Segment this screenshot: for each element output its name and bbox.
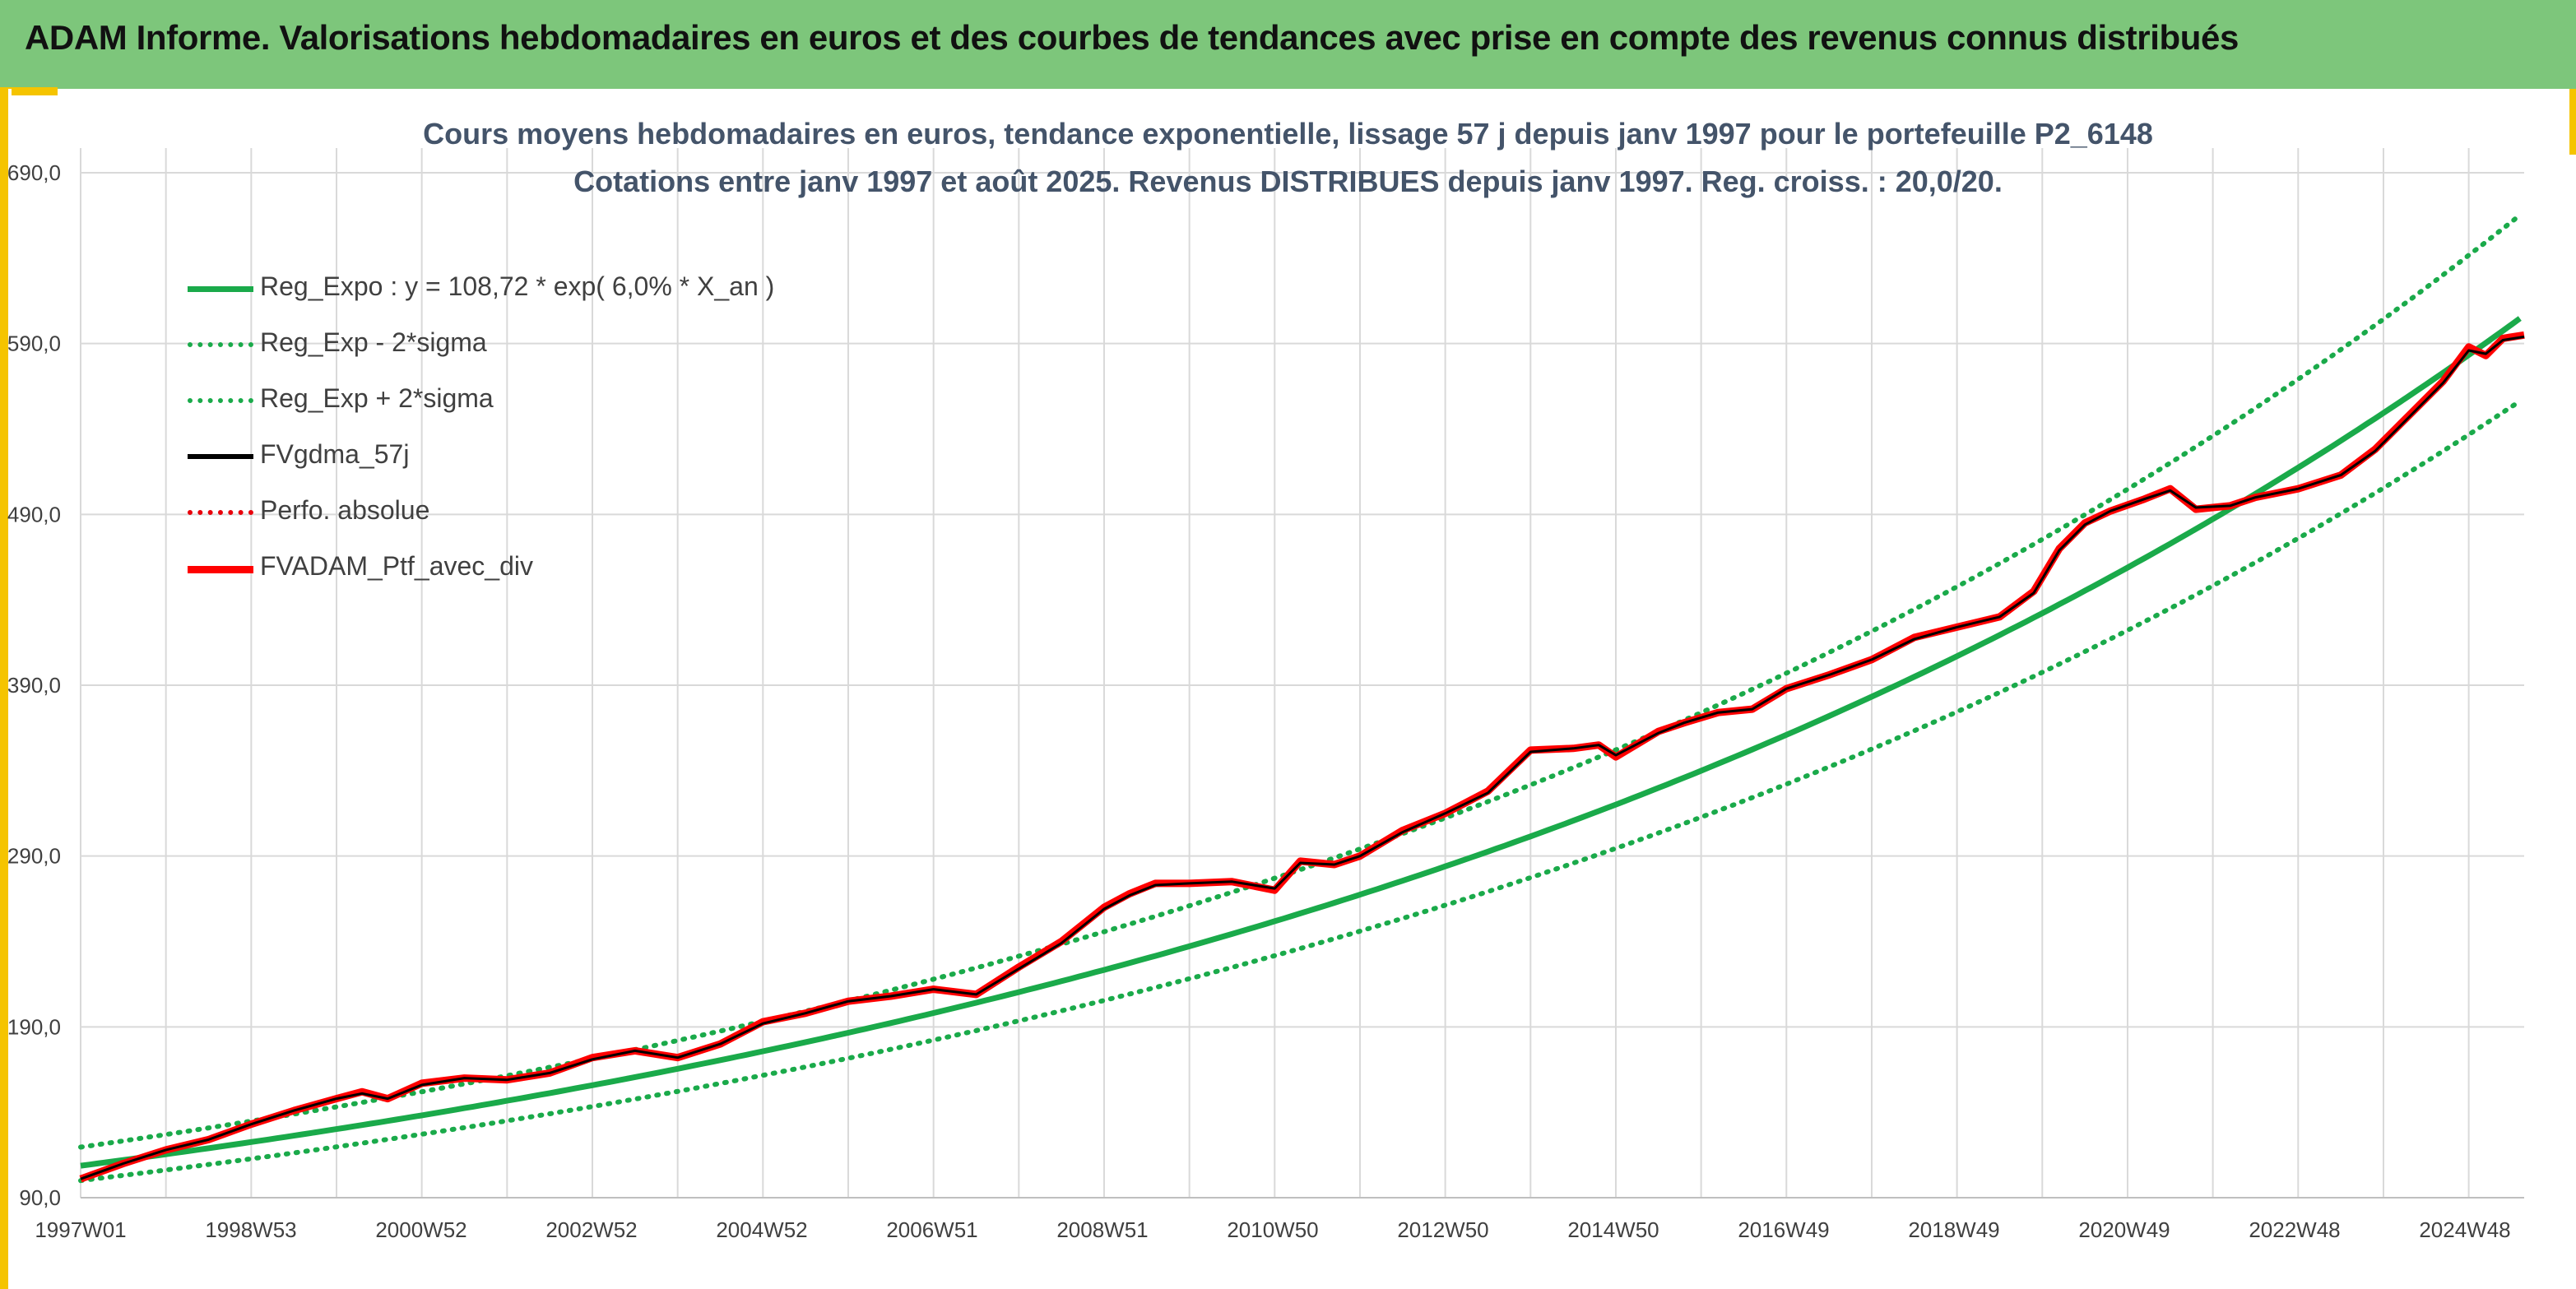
x-tick-label: 2000W52 bbox=[375, 1217, 466, 1242]
legend-label-reg-expo: Reg_Expo : y = 108,72 * exp( 6,0% * X_an… bbox=[260, 271, 775, 301]
y-tick-label: 590,0 bbox=[7, 332, 61, 356]
legend-swatch-perfo bbox=[188, 510, 253, 515]
series-lines bbox=[78, 212, 2525, 1184]
legend-item-ptf: FVADAM_Ptf_avec_div bbox=[188, 551, 928, 584]
x-tick-label: 2024W48 bbox=[2419, 1217, 2510, 1242]
legend-swatch-reg-exp-minus bbox=[188, 342, 253, 347]
x-tick-label: 1998W53 bbox=[205, 1217, 296, 1242]
series-reg-expo bbox=[80, 316, 2522, 1169]
y-tick-label: 190,0 bbox=[7, 1014, 61, 1039]
x-tick-label: 1997W01 bbox=[35, 1217, 126, 1242]
x-tick-label: 2006W51 bbox=[886, 1217, 977, 1242]
legend-label-ptf: FVADAM_Ptf_avec_div bbox=[260, 551, 533, 581]
axis-tick-labels: 90,0 190,0 290,0 390,0 490,0 590,0 690,0 1997W0… bbox=[7, 160, 2511, 1242]
header-banner bbox=[0, 0, 2576, 89]
legend-item-reg-expo: Reg_Expo : y = 108,72 * exp( 6,0% * X_an… bbox=[188, 271, 928, 304]
legend-swatch-reg-exp-plus bbox=[188, 398, 253, 403]
frame-accent-top bbox=[0, 87, 58, 95]
legend-swatch-reg-expo bbox=[188, 286, 253, 292]
series-reg-exp-minus-2sigma bbox=[78, 398, 2523, 1184]
legend-swatch-ptf bbox=[188, 566, 253, 573]
frame-accent-left bbox=[0, 89, 12, 1289]
legend-item-perfo: Perfo. absolue bbox=[188, 495, 928, 528]
chart-subtitle: Cotations entre janv 1997 et août 2025. … bbox=[573, 165, 2003, 198]
y-tick-label: 490,0 bbox=[7, 502, 61, 526]
x-tick-label: 2022W48 bbox=[2249, 1217, 2340, 1242]
frame-accent-right bbox=[2569, 89, 2576, 155]
x-tick-label: 2012W50 bbox=[1397, 1217, 1488, 1242]
y-tick-label: 90,0 bbox=[19, 1185, 61, 1210]
x-tick-label: 2008W51 bbox=[1056, 1217, 1148, 1242]
legend-item-reg-exp-plus: Reg_Exp + 2*sigma bbox=[188, 383, 928, 416]
legend-item-fvgdma: FVgdma_57j bbox=[188, 439, 928, 472]
legend-label-reg-exp-minus: Reg_Exp - 2*sigma bbox=[260, 327, 487, 357]
series-fvgdma bbox=[80, 335, 2525, 1180]
x-tick-label: 2004W52 bbox=[716, 1217, 807, 1242]
chart-title: Cours moyens hebdomadaires en euros, ten… bbox=[423, 117, 2153, 151]
legend-label-perfo: Perfo. absolue bbox=[260, 495, 430, 525]
legend-label-reg-exp-plus: Reg_Exp + 2*sigma bbox=[260, 383, 494, 413]
x-tick-label: 2010W50 bbox=[1227, 1217, 1318, 1242]
y-tick-label: 690,0 bbox=[7, 160, 61, 185]
legend-label-fvgdma: FVgdma_57j bbox=[260, 439, 410, 469]
grid-lines bbox=[80, 148, 2524, 1199]
x-tick-label: 2016W49 bbox=[1738, 1217, 1829, 1242]
y-tick-label: 290,0 bbox=[7, 844, 61, 869]
legend-swatch-fvgdma bbox=[188, 454, 253, 459]
y-tick-label: 390,0 bbox=[7, 673, 61, 698]
x-tick-label: 2014W50 bbox=[1567, 1217, 1659, 1242]
x-tick-label: 2018W49 bbox=[1908, 1217, 1999, 1242]
x-tick-label: 2020W49 bbox=[2078, 1217, 2170, 1242]
series-reg-exp-plus-2sigma bbox=[78, 212, 2523, 1150]
x-tick-label: 2002W52 bbox=[545, 1217, 637, 1242]
legend-item-reg-exp-minus: Reg_Exp - 2*sigma bbox=[188, 327, 928, 360]
page-title: ADAM Informe. Valorisations hebdomadaire… bbox=[25, 18, 2239, 57]
